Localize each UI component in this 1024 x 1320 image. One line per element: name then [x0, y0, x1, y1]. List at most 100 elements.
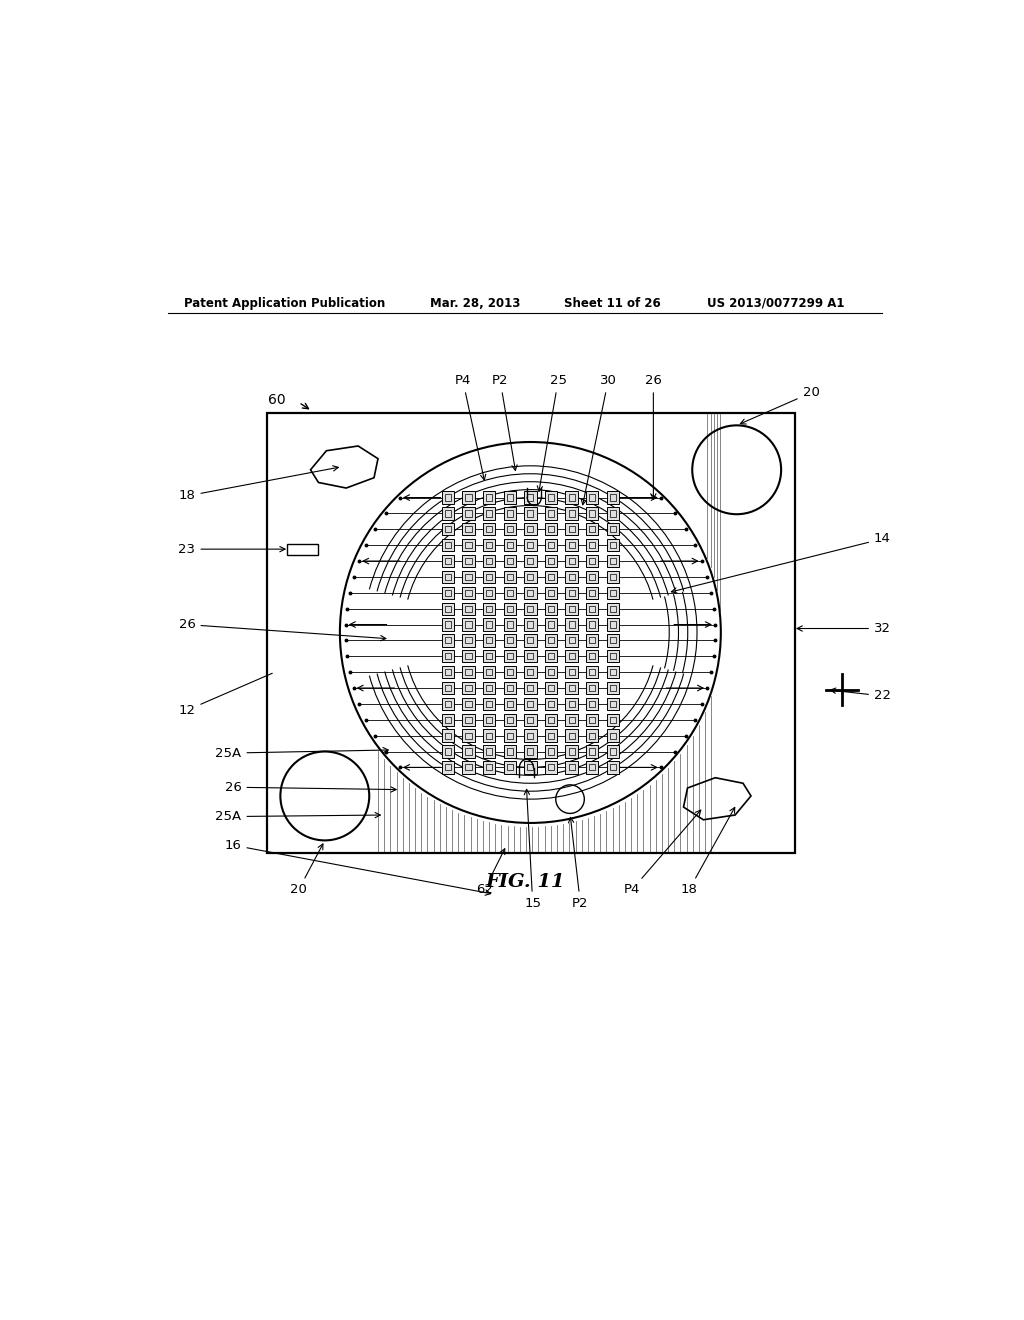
- Bar: [441, 523, 454, 536]
- Text: P4: P4: [624, 810, 700, 896]
- Bar: [507, 622, 513, 627]
- Bar: [465, 590, 471, 595]
- Text: 30: 30: [582, 375, 616, 504]
- Bar: [589, 733, 595, 739]
- Bar: [524, 682, 537, 694]
- Bar: [545, 651, 557, 663]
- Bar: [610, 653, 616, 660]
- Bar: [444, 653, 451, 660]
- Bar: [524, 507, 537, 520]
- Bar: [607, 570, 620, 583]
- Bar: [607, 491, 620, 504]
- Bar: [586, 491, 598, 504]
- Bar: [610, 543, 616, 548]
- Bar: [586, 507, 598, 520]
- Bar: [607, 667, 620, 678]
- Bar: [527, 495, 534, 500]
- Bar: [568, 511, 574, 516]
- Bar: [565, 507, 578, 520]
- Bar: [504, 586, 516, 599]
- Bar: [462, 618, 474, 631]
- Bar: [527, 622, 534, 627]
- Bar: [607, 682, 620, 694]
- Bar: [483, 602, 496, 615]
- Bar: [610, 590, 616, 595]
- Bar: [545, 602, 557, 615]
- Bar: [504, 635, 516, 647]
- Bar: [483, 667, 496, 678]
- Bar: [486, 543, 493, 548]
- Bar: [589, 622, 595, 627]
- Bar: [545, 714, 557, 726]
- Bar: [486, 685, 493, 692]
- Bar: [444, 511, 451, 516]
- Bar: [545, 539, 557, 552]
- Text: P2: P2: [568, 817, 589, 909]
- Bar: [524, 635, 537, 647]
- Bar: [527, 638, 534, 643]
- Bar: [548, 717, 554, 723]
- Bar: [524, 746, 537, 758]
- Bar: [568, 638, 574, 643]
- Bar: [465, 701, 471, 708]
- Bar: [548, 511, 554, 516]
- Bar: [524, 618, 537, 631]
- Bar: [586, 714, 598, 726]
- Bar: [462, 586, 474, 599]
- Bar: [548, 622, 554, 627]
- Bar: [527, 511, 534, 516]
- Text: 32: 32: [797, 622, 891, 635]
- Bar: [527, 701, 534, 708]
- Bar: [507, 495, 513, 500]
- Bar: [462, 762, 474, 774]
- Bar: [607, 714, 620, 726]
- Bar: [610, 638, 616, 643]
- Bar: [483, 651, 496, 663]
- Bar: [504, 682, 516, 694]
- Bar: [568, 590, 574, 595]
- Bar: [444, 558, 451, 564]
- Bar: [465, 527, 471, 532]
- Bar: [504, 618, 516, 631]
- Bar: [610, 685, 616, 692]
- Bar: [483, 618, 496, 631]
- Bar: [548, 701, 554, 708]
- Bar: [607, 618, 620, 631]
- Bar: [610, 527, 616, 532]
- Bar: [486, 495, 493, 500]
- Bar: [441, 746, 454, 758]
- Bar: [568, 669, 574, 676]
- Text: 18: 18: [178, 466, 338, 503]
- Bar: [524, 602, 537, 615]
- Bar: [565, 746, 578, 758]
- Bar: [507, 717, 513, 723]
- Bar: [527, 764, 534, 771]
- Bar: [462, 746, 474, 758]
- Bar: [507, 543, 513, 548]
- Bar: [548, 558, 554, 564]
- Bar: [465, 685, 471, 692]
- Bar: [483, 539, 496, 552]
- Bar: [565, 586, 578, 599]
- Bar: [486, 764, 493, 771]
- Bar: [486, 669, 493, 676]
- Bar: [548, 527, 554, 532]
- Bar: [441, 491, 454, 504]
- Bar: [486, 733, 493, 739]
- Bar: [462, 539, 474, 552]
- Text: 16: 16: [224, 838, 490, 895]
- Bar: [441, 507, 454, 520]
- Bar: [507, 669, 513, 676]
- Bar: [507, 748, 513, 755]
- Bar: [486, 622, 493, 627]
- Bar: [465, 764, 471, 771]
- Text: 26: 26: [178, 618, 386, 640]
- Bar: [545, 586, 557, 599]
- Bar: [507, 558, 513, 564]
- Bar: [586, 682, 598, 694]
- Bar: [486, 717, 493, 723]
- Bar: [465, 733, 471, 739]
- Bar: [545, 570, 557, 583]
- Bar: [565, 667, 578, 678]
- Bar: [589, 685, 595, 692]
